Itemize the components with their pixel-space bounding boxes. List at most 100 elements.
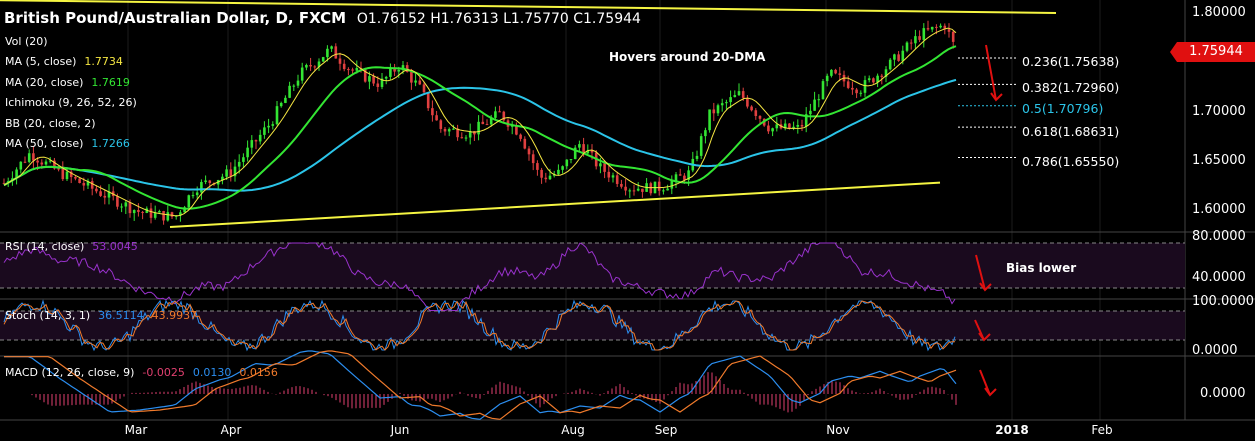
candle-body bbox=[716, 105, 720, 114]
candle-body bbox=[485, 124, 489, 126]
candle-body bbox=[69, 171, 73, 178]
candle-body bbox=[460, 137, 464, 139]
candle-body bbox=[351, 69, 354, 71]
legend-ma50[interactable]: MA (50, close) 1.7266 bbox=[5, 137, 130, 150]
candle-body bbox=[678, 174, 682, 176]
candle-body bbox=[783, 123, 787, 129]
candle-body bbox=[36, 160, 39, 163]
candle-body bbox=[641, 188, 644, 192]
candle-body bbox=[473, 131, 476, 135]
candle-body bbox=[32, 153, 35, 161]
candle-body bbox=[557, 169, 560, 175]
legend-ichimoku[interactable]: Ichimoku (9, 26, 52, 26) bbox=[5, 96, 137, 109]
candle-body bbox=[78, 178, 81, 184]
candle-body bbox=[153, 212, 157, 218]
price-tick: 1.60000 bbox=[1192, 202, 1246, 217]
candle-body bbox=[498, 111, 501, 113]
candle-body bbox=[527, 148, 531, 155]
candle-body bbox=[95, 188, 98, 192]
ma20-line bbox=[3, 45, 957, 210]
fib-label-0618: 0.618(1.68631) bbox=[1022, 124, 1120, 139]
candle-body bbox=[288, 85, 291, 98]
candle-body bbox=[737, 91, 741, 96]
candle-body bbox=[452, 128, 455, 130]
candle-body bbox=[855, 89, 858, 94]
symbol-title: British Pound/Australian Dollar, D, FXCM bbox=[4, 9, 347, 27]
x-tick-feb: Feb bbox=[1091, 423, 1113, 437]
candle-body bbox=[258, 134, 262, 142]
candle-body bbox=[712, 109, 716, 114]
legend-vol[interactable]: Vol (20) bbox=[5, 35, 48, 48]
candle-body bbox=[586, 150, 590, 154]
candle-body bbox=[838, 73, 842, 75]
candle-body bbox=[338, 58, 342, 64]
price-tick: 1.70000 bbox=[1192, 104, 1246, 119]
candle-body bbox=[103, 195, 107, 198]
macd-axis-0: 0.0000 bbox=[1200, 386, 1246, 401]
legend-ma50-label: MA (50, close) bbox=[5, 137, 84, 150]
candle-body bbox=[426, 92, 430, 109]
candle-body bbox=[548, 175, 552, 180]
candle-body bbox=[48, 160, 52, 162]
candle-body bbox=[86, 181, 90, 186]
candle-body bbox=[733, 95, 737, 98]
down-arrow bbox=[985, 44, 997, 101]
candle-body bbox=[947, 29, 951, 32]
candle-body bbox=[863, 80, 867, 93]
candle-body bbox=[922, 28, 926, 40]
open-value: O1.76152 bbox=[356, 11, 426, 27]
stoch-k-value: 36.5114 bbox=[98, 309, 144, 322]
candle-body bbox=[27, 153, 31, 162]
trendlines bbox=[0, 0, 1057, 228]
candle-body bbox=[683, 175, 686, 180]
stoch-legend[interactable]: Stoch (14, 3, 1) 36.5114 43.9937 bbox=[5, 309, 197, 322]
candle-body bbox=[65, 171, 69, 180]
macd-signal-line bbox=[4, 350, 957, 420]
rsi-legend[interactable]: RSI (14, close) 53.0045 bbox=[5, 240, 138, 253]
legend-ma5[interactable]: MA (5, close) 1.7734 bbox=[5, 55, 123, 68]
x-tick-mar: Mar bbox=[124, 423, 148, 437]
candle-body bbox=[796, 124, 800, 127]
candle-body bbox=[208, 180, 212, 183]
candle-body bbox=[410, 71, 413, 83]
candle-body bbox=[422, 84, 426, 93]
down-arrow-head bbox=[979, 282, 992, 292]
candle-body bbox=[107, 191, 111, 198]
fib-label-0786: 0.786(1.65550) bbox=[1022, 154, 1120, 169]
candle-body bbox=[536, 163, 539, 170]
x-tick-aug: Aug bbox=[561, 423, 585, 437]
candle-body bbox=[825, 75, 829, 82]
macd-legend[interactable]: MACD (12, 26, close, 9) -0.0025 0.0130 0.01… bbox=[5, 366, 278, 379]
price-tick: 1.80000 bbox=[1192, 5, 1246, 20]
stoch-k-line bbox=[3, 299, 956, 352]
candle-body bbox=[418, 80, 422, 85]
price-tick: 1.65000 bbox=[1192, 153, 1246, 168]
macd-signal-value: 0.0156 bbox=[239, 366, 278, 379]
legend-vol-label: Vol (20) bbox=[5, 35, 48, 48]
rsi-axis-80: 80.0000 bbox=[1192, 229, 1246, 244]
candle-body bbox=[456, 128, 459, 138]
candle-body bbox=[120, 206, 123, 208]
legend-bb[interactable]: BB (20, close, 2) bbox=[5, 117, 96, 130]
candle-body bbox=[771, 128, 774, 132]
legend-ma20[interactable]: MA (20, close) 1.7619 bbox=[5, 76, 130, 89]
upper-trendline bbox=[0, 0, 1057, 15]
candle-body bbox=[935, 26, 938, 28]
candle-body bbox=[380, 78, 384, 87]
candle-body bbox=[384, 76, 388, 79]
candle-body bbox=[439, 120, 443, 129]
candle-body bbox=[271, 124, 275, 126]
candle-body bbox=[313, 66, 317, 68]
candle-body bbox=[607, 171, 611, 178]
candle-body bbox=[116, 196, 119, 207]
candle-body bbox=[603, 163, 606, 172]
candle-body bbox=[300, 67, 304, 81]
candle-body bbox=[191, 195, 195, 197]
candle-body bbox=[250, 140, 254, 148]
rsi-axis-40: 40.0000 bbox=[1192, 270, 1246, 285]
x-tick-jun: Jun bbox=[390, 423, 410, 437]
ma5-line bbox=[3, 27, 957, 217]
down-arrow-head bbox=[990, 92, 1003, 102]
candle-body bbox=[569, 159, 573, 161]
